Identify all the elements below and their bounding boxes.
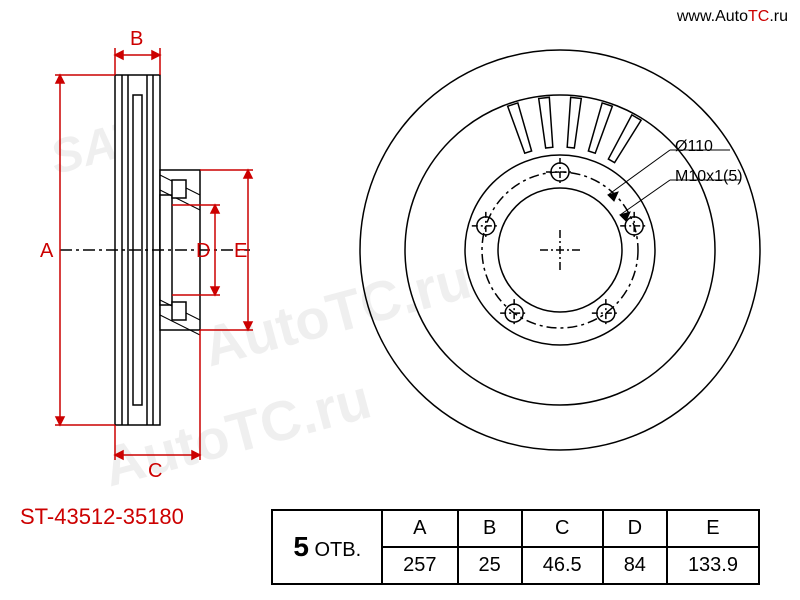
hole-count: 5	[293, 531, 309, 562]
dim-e: E	[234, 240, 247, 263]
technical-drawing	[0, 0, 800, 560]
table-header-row: 5 ОТВ. A B C D E	[272, 510, 759, 547]
val-d: 84	[603, 547, 667, 584]
dim-d: D	[196, 240, 210, 263]
dim-c: C	[148, 460, 162, 483]
col-a: A	[382, 510, 457, 547]
side-view	[60, 75, 250, 425]
val-e: 133.9	[667, 547, 759, 584]
callout-diameter: Ø110	[675, 138, 713, 156]
col-c: C	[522, 510, 603, 547]
dimension-table: 5 ОТВ. A B C D E 257 25 46.5 84 133.9	[271, 509, 760, 585]
col-b: B	[458, 510, 522, 547]
val-a: 257	[382, 547, 457, 584]
hole-count-cell: 5 ОТВ.	[272, 510, 382, 584]
face-view	[360, 50, 760, 450]
col-d: D	[603, 510, 667, 547]
callout-thread: M10x1(5)	[675, 168, 743, 186]
part-number: ST-43512-35180	[20, 504, 184, 530]
val-b: 25	[458, 547, 522, 584]
dim-b: B	[130, 28, 143, 51]
hole-label: ОТВ.	[314, 539, 361, 561]
dim-a: A	[40, 240, 53, 263]
col-e: E	[667, 510, 759, 547]
val-c: 46.5	[522, 547, 603, 584]
